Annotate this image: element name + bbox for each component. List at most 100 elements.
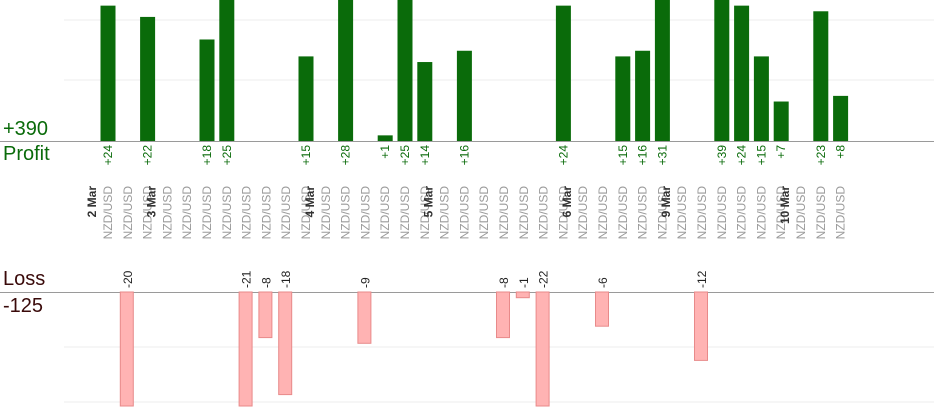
loss-bar xyxy=(694,291,708,361)
profit-bar xyxy=(397,0,413,141)
loss-bar xyxy=(238,291,253,407)
loss-value-label: -1 xyxy=(517,277,531,288)
instrument-label: NZD/USD xyxy=(121,186,135,240)
profit-bar xyxy=(615,56,631,141)
instrument-label: NZD/USD xyxy=(834,186,848,240)
instrument-label: NZD/USD xyxy=(180,186,194,240)
loss-value-label: -22 xyxy=(537,270,551,288)
instrument-label: NZD/USD xyxy=(398,186,412,240)
profit-value-label: +16 xyxy=(457,145,471,166)
profit-value-label: +1 xyxy=(378,145,392,159)
profit-bar xyxy=(753,56,769,141)
loss-bar xyxy=(535,291,550,407)
instrument-label: NZD/USD xyxy=(576,186,590,240)
instrument-label: NZD/USD xyxy=(279,186,293,240)
date-label: 2 Mar xyxy=(85,186,99,218)
date-label: 10 Mar xyxy=(778,186,792,224)
loss-value-label: -18 xyxy=(279,270,293,288)
loss-bar xyxy=(278,291,293,396)
profit-label: Profit xyxy=(3,143,50,165)
instrument-label: NZD/USD xyxy=(299,186,313,240)
instrument-label: NZD/USD xyxy=(675,186,689,240)
instrument-label: NZD/USD xyxy=(358,186,372,240)
instrument-label: NZD/USD xyxy=(814,186,828,240)
instrument-label: NZD/USD xyxy=(259,186,273,240)
loss-bar xyxy=(496,291,510,339)
instrument-label: NZD/USD xyxy=(695,186,709,240)
profit-value-label: +24 xyxy=(735,145,749,166)
instrument-label: NZD/USD xyxy=(774,186,788,240)
profit-bar xyxy=(654,0,670,141)
date-label: 5 Mar xyxy=(422,186,436,218)
profit-value-label: +39 xyxy=(715,145,729,166)
profit-bar xyxy=(833,95,849,141)
profit-bar xyxy=(734,5,750,142)
profit-value-label: +23 xyxy=(814,145,828,166)
loss-bar xyxy=(258,291,273,339)
instrument-label: NZD/USD xyxy=(160,186,174,240)
profit-value-label: +14 xyxy=(418,145,432,166)
loss-bar xyxy=(595,291,609,327)
loss-value-label: -9 xyxy=(358,277,372,288)
profit-value-label: +18 xyxy=(200,145,214,166)
profit-value-label: +15 xyxy=(299,145,313,166)
profit-value-label: +16 xyxy=(636,145,650,166)
profit-bar xyxy=(199,39,215,142)
instrument-label: NZD/USD xyxy=(141,186,155,240)
profit-value-label: +25 xyxy=(220,145,234,166)
loss-total: -125 xyxy=(3,295,44,317)
profit-bar xyxy=(417,62,433,141)
instrument-label: NZD/USD xyxy=(418,186,432,240)
profit-bar xyxy=(377,135,393,141)
profit-value-label: +22 xyxy=(141,145,155,166)
loss-value-label: -8 xyxy=(497,277,511,288)
instrument-label: NZD/USD xyxy=(477,186,491,240)
date-label: 4 Mar xyxy=(303,186,317,218)
instrument-label: NZD/USD xyxy=(794,186,808,240)
loss-label: Loss xyxy=(3,268,46,290)
date-label: 3 Mar xyxy=(144,186,158,218)
instrument-label: NZD/USD xyxy=(240,186,254,240)
instrument-label: NZD/USD xyxy=(200,186,214,240)
profit-bar xyxy=(773,101,789,141)
instrument-label: NZD/USD xyxy=(378,186,392,240)
profit-total: +390 xyxy=(3,118,49,140)
loss-bar xyxy=(119,291,134,407)
instrument-label: NZD/USD xyxy=(319,186,333,240)
loss-value-label: -21 xyxy=(240,270,254,288)
profit-bar xyxy=(140,16,156,142)
instrument-label: NZD/USD xyxy=(616,186,630,240)
instrument-label: NZD/USD xyxy=(556,186,570,240)
profit-value-label: +15 xyxy=(754,145,768,166)
instrument-label: NZD/USD xyxy=(735,186,749,240)
instrument-label: NZD/USD xyxy=(220,186,234,240)
profit-value-label: +7 xyxy=(774,145,788,159)
loss-bar xyxy=(357,291,372,344)
instrument-label: NZD/USD xyxy=(438,186,452,240)
profit-bar xyxy=(635,50,651,142)
instrument-label: NZD/USD xyxy=(754,186,768,240)
date-label: 6 Mar xyxy=(560,186,574,218)
instrument-label: NZD/USD xyxy=(636,186,650,240)
instrument-label: NZD/USD xyxy=(517,186,531,240)
loss-value-label: -12 xyxy=(695,270,709,288)
profit-value-label: +31 xyxy=(655,145,669,166)
instrument-label: NZD/USD xyxy=(497,186,511,240)
loss-value-label: -8 xyxy=(259,277,273,288)
profit-value-label: +8 xyxy=(834,145,848,159)
loss-value-label: -6 xyxy=(596,277,610,288)
instrument-label: NZD/USD xyxy=(537,186,551,240)
profit-value-label: +24 xyxy=(101,145,115,166)
profit-bar xyxy=(338,0,354,141)
profit-bar xyxy=(555,5,571,142)
profit-value-label: +28 xyxy=(339,145,353,166)
profit-bar xyxy=(219,0,235,141)
instrument-label: NZD/USD xyxy=(101,186,115,240)
instrument-label: NZD/USD xyxy=(655,186,669,240)
profit-bar xyxy=(100,5,116,142)
loss-bar xyxy=(515,291,530,299)
instrument-label: NZD/USD xyxy=(339,186,353,240)
loss-value-label: -20 xyxy=(121,270,135,288)
profit-value-label: +25 xyxy=(398,145,412,166)
